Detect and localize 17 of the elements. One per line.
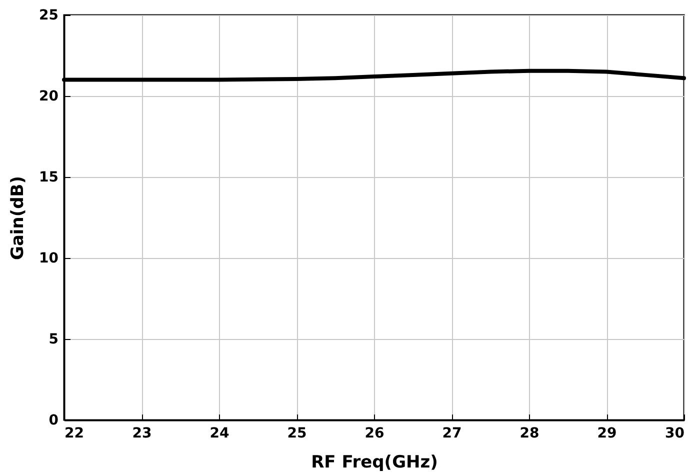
- x-tick-label: 22: [64, 426, 84, 442]
- y-tick-label: 20: [39, 88, 59, 104]
- x-tick-label: 26: [364, 426, 384, 442]
- x-tick-label: 30: [665, 426, 685, 442]
- y-tick-label: 25: [39, 8, 58, 24]
- y-tick-label: 15: [39, 170, 58, 186]
- x-tick-label: 25: [287, 426, 307, 442]
- y-tick-label: 0: [48, 412, 59, 428]
- x-tick-label: 29: [597, 426, 617, 442]
- y-axis-title: Gain(dB): [8, 176, 28, 260]
- y-tick-label: 5: [48, 332, 58, 348]
- y-tick-label: 10: [39, 250, 59, 266]
- x-tick-label: 24: [210, 426, 230, 442]
- x-tick-label: 27: [442, 426, 462, 442]
- x-tick-label: 23: [132, 426, 152, 442]
- x-tick-label: 28: [520, 426, 540, 442]
- x-axis-title: RF Freq(GHz): [311, 452, 438, 472]
